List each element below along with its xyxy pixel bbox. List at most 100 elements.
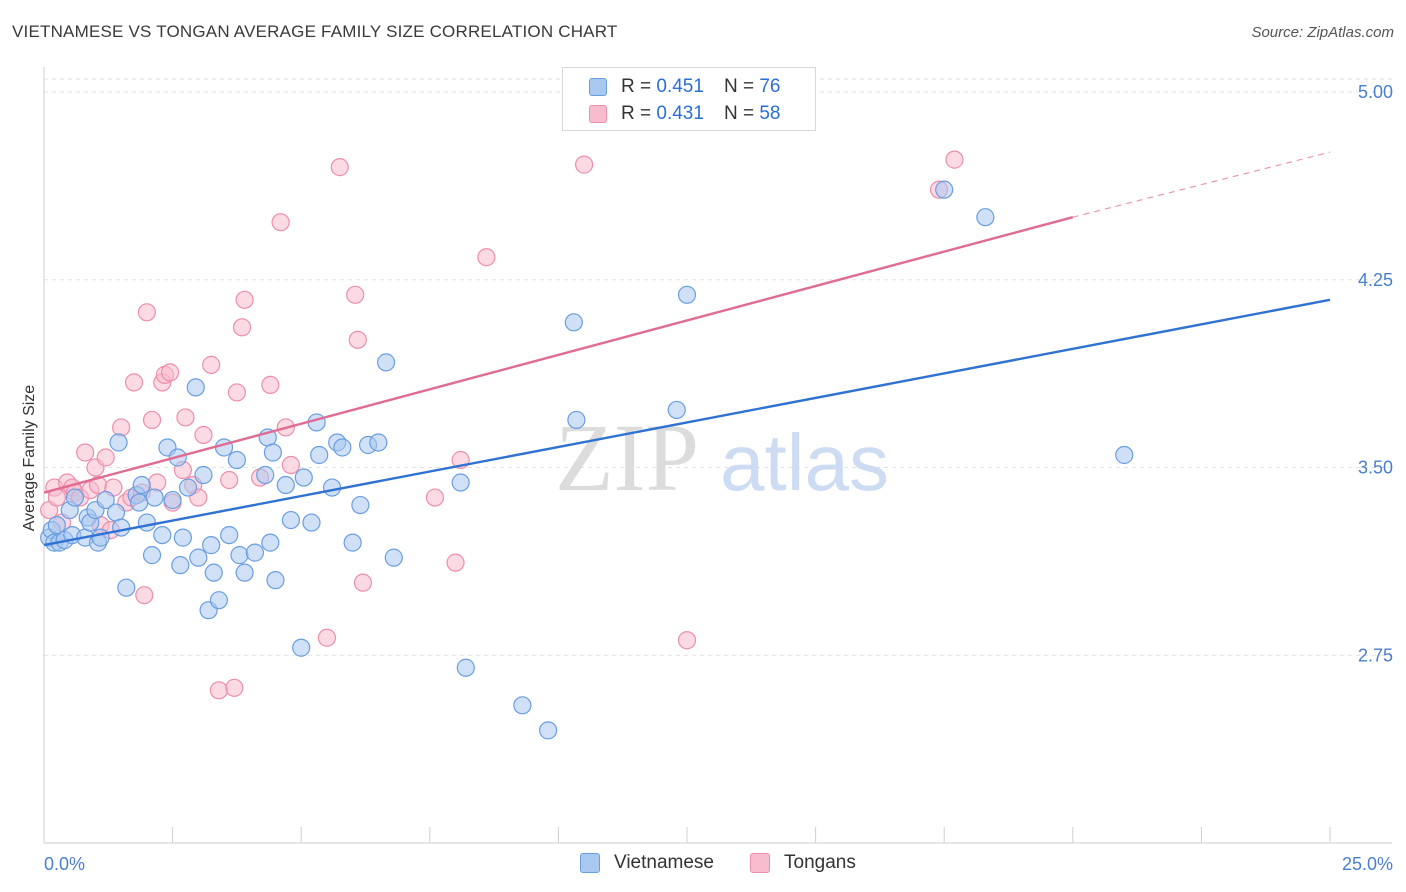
vietnamese-point: [145, 488, 164, 507]
tongan-point: [220, 470, 239, 490]
tongan-point: [477, 248, 496, 267]
vietnamese-point: [343, 533, 362, 552]
vietnamese-point: [163, 490, 182, 510]
tongan-trend-line: [43, 216, 1074, 494]
tongan-point: [142, 410, 162, 430]
vietnamese-point: [137, 513, 156, 532]
vietnamese-point: [302, 513, 321, 532]
series-legend: Vietnamese Tongans: [0, 852, 1406, 876]
legend-n-label: N =: [723, 103, 755, 124]
vietnamese-swatch: [580, 853, 600, 873]
legend-row-vietnamese: R = 0.451 N = 76: [589, 76, 780, 98]
x-tick-label-max: 25.0%: [1342, 854, 1393, 874]
x-tick-label-min: 0.0%: [44, 854, 85, 874]
legend-n-value: 58: [759, 103, 781, 124]
vietnamese-point: [194, 465, 213, 485]
tongan-point: [425, 488, 445, 507]
legend-label-vietnamese: Vietnamese: [614, 852, 714, 873]
vietnamese-point: [294, 468, 313, 487]
vietnamese-point: [266, 571, 285, 590]
vietnamese-point: [976, 208, 995, 227]
vietnamese-point: [376, 353, 396, 372]
vietnamese-point: [1115, 445, 1134, 465]
vietnamese-point: [333, 438, 352, 457]
vietnamese-point: [106, 503, 126, 522]
chart-title: VIETNAMESE VS TONGAN AVERAGE FAMILY SIZE…: [12, 22, 618, 41]
vietnamese-point: [91, 528, 110, 547]
vietnamese-point: [230, 546, 249, 565]
vietnamese-point: [451, 473, 470, 492]
tongan-point: [232, 318, 252, 337]
legend-row-tongans: R = 0.431 N = 58: [589, 103, 780, 125]
vietnamese-point: [351, 495, 370, 515]
legend-item-vietnamese[interactable]: Vietnamese: [580, 852, 714, 874]
legend-item-tongans[interactable]: Tongans: [750, 852, 856, 874]
vietnamese-point: [189, 548, 208, 567]
vietnamese-point: [204, 563, 223, 582]
tongan-point: [137, 303, 156, 322]
tongan-point: [330, 158, 349, 177]
vietnamese-point: [171, 556, 190, 575]
y-axis-label: Average Family Size: [21, 385, 38, 532]
tongan-point: [76, 443, 95, 462]
axes: [43, 67, 1392, 844]
tongan-point: [176, 408, 195, 427]
legend-n-label: N =: [723, 76, 755, 97]
vietnamese-point: [96, 490, 115, 510]
legend-r-value: 0.451: [656, 76, 704, 97]
vietnamese-point: [261, 533, 280, 552]
vietnamese-point: [245, 543, 265, 562]
tongan-point: [677, 631, 697, 650]
legend-r-value: 0.431: [656, 103, 704, 124]
vietnamese-point: [564, 313, 583, 332]
vietnamese-swatch: [589, 78, 607, 96]
vietnamese-point: [263, 443, 283, 462]
vietnamese-point: [153, 526, 172, 545]
legend-r-label: R =: [621, 103, 652, 124]
y-tick-label: 4.25: [1358, 270, 1393, 290]
trend-lines: [43, 151, 1331, 547]
y-tick-label: 2.75: [1358, 645, 1393, 665]
vietnamese-point: [227, 450, 246, 470]
tongan-point: [194, 425, 213, 445]
tongan-point: [96, 448, 115, 467]
vietnamese-point: [132, 475, 151, 495]
tongan-point: [235, 290, 254, 309]
stats-legend: R = 0.451 N = 76 R = 0.431 N = 58: [562, 67, 816, 131]
vietnamese-point: [130, 493, 149, 512]
legend-n-value: 76: [759, 76, 781, 97]
watermark-atlas: atlas: [720, 418, 889, 507]
legend-r-label: R =: [621, 76, 652, 97]
legend-label-tongans: Tongans: [784, 852, 856, 873]
vietnamese-point: [173, 528, 192, 547]
vietnamese-point: [281, 510, 301, 530]
vietnamese-point: [220, 526, 239, 545]
tongan-point: [112, 418, 131, 437]
vietnamese-point: [677, 285, 697, 304]
tongan-point: [348, 330, 367, 349]
vietnamese-point: [186, 378, 205, 397]
tongan-point: [225, 678, 244, 697]
tongan-trend-extension: [1072, 151, 1331, 218]
vietnamese-point: [117, 578, 136, 597]
tongan-point: [281, 455, 301, 475]
vietnamese-point: [667, 400, 686, 420]
watermark: ZIP atlas: [555, 404, 889, 511]
vietnamese-point: [276, 475, 295, 495]
vietnamese-point: [235, 563, 254, 582]
vietnamese-point: [322, 478, 342, 497]
tongan-point: [353, 573, 373, 592]
vietnamese-point: [384, 548, 403, 567]
tongan-point: [446, 553, 465, 572]
vietnamese-point: [539, 721, 558, 740]
vietnamese-point: [202, 536, 221, 555]
vietnamese-point: [178, 478, 198, 497]
tongan-point: [227, 383, 246, 402]
vietnamese-point: [310, 445, 329, 465]
tongan-point: [261, 375, 280, 395]
vietnamese-point: [209, 591, 228, 610]
vietnamese-trend-line: [43, 298, 1331, 547]
vietnamese-point: [112, 518, 131, 537]
vietnamese-point: [513, 696, 532, 715]
